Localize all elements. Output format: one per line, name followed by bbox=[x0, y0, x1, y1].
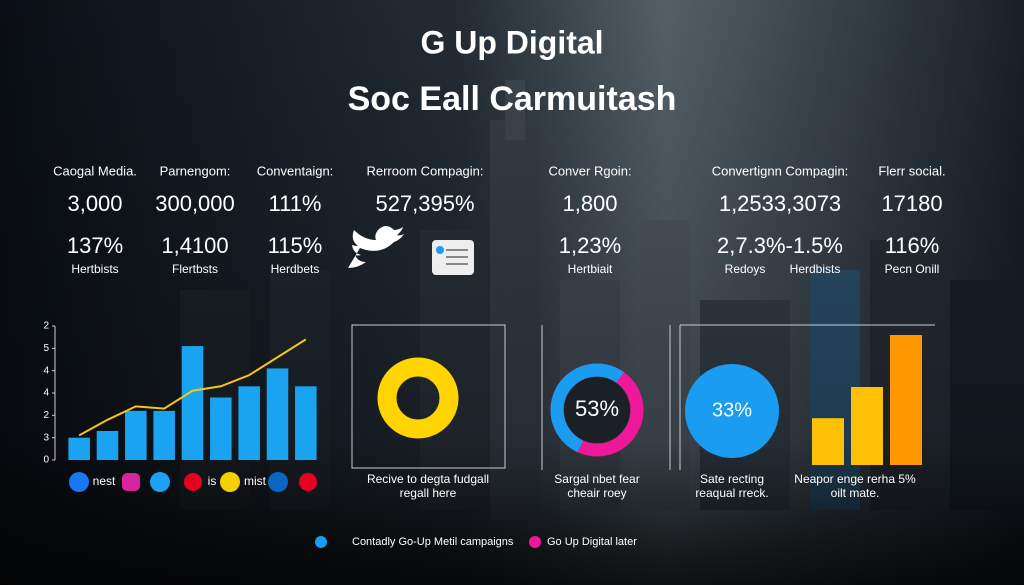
bar bbox=[890, 335, 922, 465]
donut-hole bbox=[564, 377, 630, 443]
y-tick-label: 4 bbox=[43, 388, 49, 399]
social-label: nest bbox=[93, 474, 116, 488]
stat-value: 1,800 bbox=[562, 191, 617, 216]
stat-label: Rerroom Compagin: bbox=[366, 163, 483, 178]
y-tick-label: 4 bbox=[43, 365, 49, 376]
twitter-icon bbox=[348, 226, 404, 268]
panel-frames bbox=[351, 324, 935, 470]
chart-caption: Sate recting bbox=[700, 472, 764, 486]
bar bbox=[851, 387, 883, 465]
bar bbox=[153, 410, 175, 460]
y-tick-label: 5 bbox=[43, 343, 49, 354]
social-label: is bbox=[208, 474, 217, 488]
stat-note: Herdbets bbox=[271, 262, 320, 276]
y-tick-label: 2 bbox=[43, 410, 49, 421]
chart-caption: reaqual rreck. bbox=[695, 486, 768, 500]
legend-label: Contadly Go-Up Metil campaigns bbox=[352, 536, 514, 548]
stat-value: 116% bbox=[885, 233, 940, 258]
stat-value: 300,000 bbox=[155, 191, 235, 216]
stat-value: 115% bbox=[268, 233, 323, 258]
stat-value: 3,000 bbox=[67, 191, 122, 216]
line bbox=[78, 338, 307, 437]
y-tick-label: 0 bbox=[43, 455, 49, 466]
chart-caption: Sargal nbet fear bbox=[554, 472, 639, 486]
social-label: mist bbox=[244, 474, 267, 488]
chart-caption: Recive to degta fudgall bbox=[367, 472, 489, 486]
stat-note: Herdbists bbox=[790, 262, 841, 276]
data-label: 33% bbox=[712, 399, 752, 421]
bar bbox=[68, 437, 90, 460]
y-tick-label: 2 bbox=[43, 321, 49, 332]
stat-value: 2,7.3%-1.5% bbox=[717, 233, 843, 258]
stat-label: Parnengom: bbox=[160, 163, 231, 178]
stat-value: 1,23% bbox=[559, 233, 621, 258]
stat-value: 17180 bbox=[881, 191, 942, 216]
bar bbox=[181, 346, 204, 460]
title: G Up Digital bbox=[420, 24, 603, 60]
chart-caption: cheair roey bbox=[567, 486, 626, 500]
stat-note: Redoys bbox=[725, 262, 766, 276]
subtitle: Soc Eall Carmuitash bbox=[348, 80, 677, 118]
stat-label: Caogal Media. bbox=[53, 163, 137, 178]
bar bbox=[210, 397, 232, 460]
stat-note: Hertbists bbox=[71, 262, 118, 276]
social-icons bbox=[69, 472, 317, 492]
bar bbox=[238, 386, 260, 460]
stat-value: 527,395% bbox=[375, 191, 474, 216]
circle-mark bbox=[685, 364, 779, 458]
card-icon bbox=[432, 240, 474, 275]
bar bbox=[96, 430, 119, 460]
data-label: 53% bbox=[575, 396, 619, 421]
bar bbox=[266, 368, 289, 460]
stat-note: Flertbsts bbox=[172, 262, 218, 276]
legend-label: Go Up Digital later bbox=[547, 536, 637, 548]
legend-swatch bbox=[529, 536, 541, 548]
bar bbox=[812, 418, 844, 465]
chart-caption: oilt mate. bbox=[831, 486, 880, 500]
y-tick-label: 3 bbox=[43, 432, 49, 443]
stat-label: Conventaign: bbox=[257, 163, 334, 178]
stat-label: Conver Rgoin: bbox=[548, 163, 631, 178]
donut-segment bbox=[550, 363, 624, 453]
legend-swatch bbox=[315, 536, 327, 548]
bar bbox=[125, 410, 147, 460]
stat-label: Convertignn Compagin: bbox=[712, 163, 849, 178]
stat-value: 1,4100 bbox=[161, 233, 228, 258]
donut-segment bbox=[377, 357, 459, 439]
chart-caption: Neapor enge rerha 5% bbox=[794, 472, 916, 486]
chart-caption: regall here bbox=[400, 486, 457, 500]
stat-value: 1,2533,3073 bbox=[719, 191, 841, 216]
stat-value: 111% bbox=[268, 191, 321, 216]
stat-note: Pecn Onill bbox=[885, 262, 940, 276]
stat-note: Hertbiait bbox=[568, 262, 613, 276]
bar bbox=[295, 386, 317, 460]
stat-value: 137% bbox=[67, 233, 123, 258]
stat-label: Flerr social. bbox=[878, 163, 945, 178]
